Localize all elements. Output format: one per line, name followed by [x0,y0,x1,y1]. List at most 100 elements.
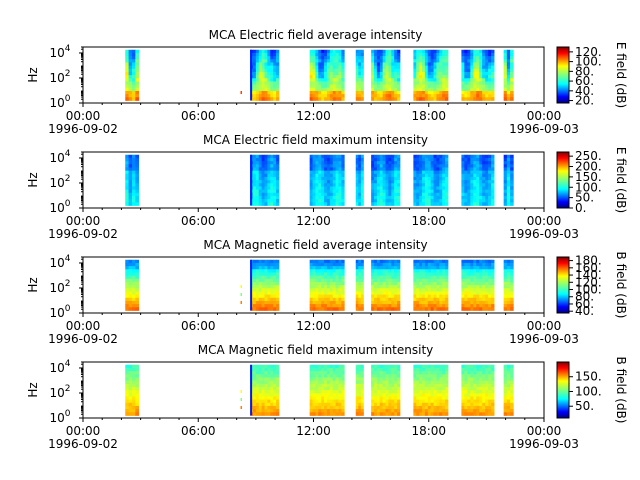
x-tick-label: 12:00 [296,109,331,123]
heatmap-cell [335,307,339,311]
heatmap-cell [510,202,514,206]
heatmap-cell [488,383,492,388]
heatmap-cell [128,396,133,401]
heatmap-cell [503,396,508,401]
heatmap-cell [135,180,140,184]
heatmap-cell [391,170,395,175]
heatmap-cell [267,300,271,305]
heatmap-cell [255,180,260,184]
heatmap-cell [422,202,426,206]
heatmap-cell [321,173,325,178]
heatmap-cell [445,399,449,404]
heatmap-cell [318,390,322,394]
heatmap-cell [467,412,471,416]
heatmap-cell [135,176,140,181]
heatmap-cell [240,285,243,288]
heatmap-cell [312,52,316,57]
heatmap-cell [358,371,362,375]
heatmap-cell [394,278,398,283]
heatmap-cell [338,291,342,296]
heatmap-cell [312,288,316,292]
heatmap-cell [326,154,331,159]
heatmap-cell [324,186,328,191]
heatmap-cell [125,297,130,302]
heatmap-cell [261,173,265,178]
heatmap-cell [374,59,378,63]
heatmap-cell [503,170,508,175]
heatmap-cell [258,377,263,382]
heatmap-cell [445,59,449,63]
heatmap-cell [467,173,471,178]
heatmap-cell [433,71,437,76]
heatmap-cell [326,157,331,162]
heatmap-cell [427,386,432,391]
heatmap-cell [419,402,423,407]
heatmap-cell [315,49,319,54]
heatmap-cell [332,62,336,67]
heatmap-cell [267,307,271,311]
heatmap-cell [439,84,443,89]
heatmap-cell [436,390,440,394]
heatmap-cell [385,380,389,385]
heatmap-cell [422,262,426,267]
heatmap-cell [445,374,449,378]
heatmap-cell [464,272,468,277]
heatmap-cell [128,402,133,407]
heatmap-cell [128,97,133,101]
heatmap-cell [321,154,325,159]
chart-title: MCA Electric field average intensity [209,28,423,42]
heatmap-cell [374,399,378,404]
heatmap-cell [422,412,426,416]
heatmap-cell [135,285,140,289]
heatmap-cell [258,402,263,407]
heatmap-cell [391,52,395,57]
heatmap-cell [442,84,446,89]
heatmap-cell [376,285,381,289]
heatmap-cell [355,189,359,194]
heatmap-cell [397,304,401,308]
heatmap-cell [276,81,280,86]
heatmap-cell [479,68,483,73]
heatmap-cell [355,195,359,200]
heatmap-cell [332,409,336,413]
heatmap-cell [131,199,136,203]
heatmap-cell [485,173,489,178]
heatmap-cell [464,294,468,299]
heatmap-cell [309,281,313,286]
heatmap-cell [485,154,489,159]
heatmap-cell [252,90,257,95]
heatmap-cell [424,386,429,391]
heatmap-cell [379,84,384,89]
heatmap-cell [467,154,471,159]
heatmap-cell [264,402,268,407]
heatmap-cell [464,412,468,416]
heatmap-cell [355,78,359,82]
heatmap-cell [355,412,359,416]
heatmap-cell [506,266,511,270]
heatmap-cell [482,59,486,63]
heatmap-cell [427,84,432,89]
heatmap-cell [255,192,260,197]
heatmap-cell [430,189,434,194]
heatmap-cell [128,374,133,378]
heatmap-cell [252,405,257,410]
heatmap-cell [464,170,468,175]
heatmap-cell [264,154,268,159]
heatmap-cell [488,304,492,308]
heatmap-cell [358,97,362,101]
heatmap-cell [461,154,465,159]
heatmap-cell [315,390,319,394]
heatmap-cell [464,300,468,305]
heatmap-cell [332,154,336,159]
heatmap-cell [467,278,471,283]
heatmap-cell [329,164,334,168]
heatmap-cell [382,75,386,79]
heatmap-cell [371,371,375,375]
heatmap-cell [321,377,325,382]
heatmap-cell [430,71,434,76]
heatmap-cell [385,161,389,165]
heatmap-cell [445,189,449,194]
y-tick-label: 102 [49,69,70,85]
heatmap-cell [385,192,389,197]
heatmap-cell [394,81,398,86]
